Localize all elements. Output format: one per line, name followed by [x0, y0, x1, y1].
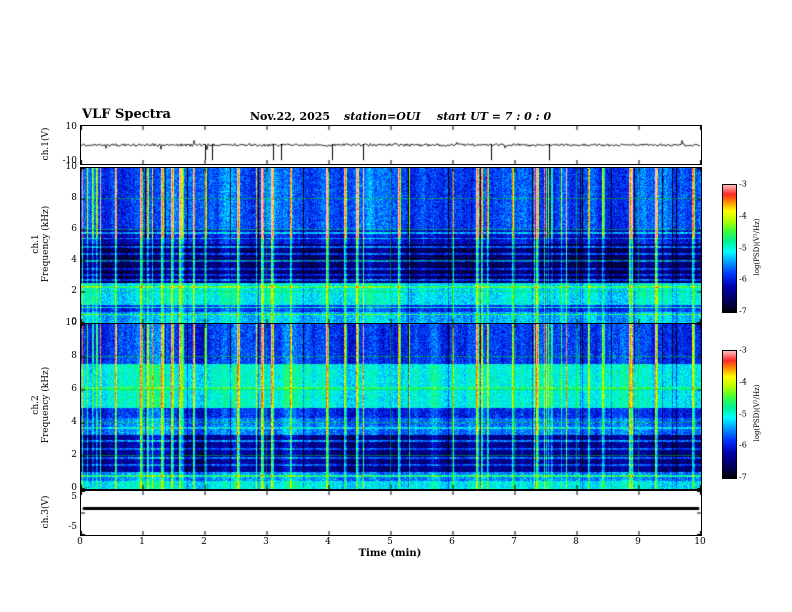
colorbar-tick-label: -5: [739, 243, 747, 252]
colorbar-ch2: [722, 350, 737, 479]
y-tick-label: 10: [65, 162, 77, 172]
colorbar-tick-label: -3: [739, 179, 747, 189]
ch1-waveform-panel: [80, 125, 702, 165]
y-tick-label: 5: [71, 492, 77, 502]
y-tick-label: 10: [65, 122, 77, 132]
colorbar-tick-label: -5: [739, 409, 747, 418]
ch1-volts-axis-label: ch.1(V): [41, 127, 51, 161]
ch1-frequency-axis-label-units: Frequency (kHz): [41, 205, 51, 283]
ch2-frequency-axis-label-units: Frequency (kHz): [41, 366, 51, 444]
colorbar-tick-label: -7: [739, 306, 747, 316]
y-tick-label: 2: [71, 450, 77, 460]
y-tick-label: -10: [62, 156, 78, 166]
y-tick-label: 6: [71, 224, 77, 234]
x-tick-label: 8: [573, 537, 579, 547]
x-tick-label: 7: [511, 537, 517, 547]
y-tick-label: 6: [71, 384, 77, 394]
ch3-waveform-panel: [80, 490, 702, 536]
colorbar-tick-label: -7: [739, 472, 747, 482]
x-axis-label: Time (min): [358, 548, 422, 559]
y-tick-label: 4: [71, 255, 77, 265]
colorbar-tick-label: -6: [739, 274, 747, 284]
x-tick-label: 1: [139, 537, 145, 547]
colorbar-tick-label: -6: [739, 440, 747, 450]
x-tick-label: 6: [449, 537, 455, 547]
y-tick-label: 4: [71, 417, 77, 427]
colorbar-ch1: [722, 184, 737, 313]
figure-title: VLF Spectra: [82, 107, 171, 122]
x-tick-label: 0: [77, 537, 83, 547]
y-tick-label: 0: [71, 317, 77, 327]
x-tick-label: 10: [694, 537, 706, 547]
ch2-spectrogram-panel: [80, 323, 702, 490]
ch1-frequency-axis-label: ch.1 Frequency (kHz): [31, 206, 51, 283]
x-tick-label: 9: [635, 537, 641, 547]
figure-start-ut: start UT = 7 : 0 : 0: [437, 110, 552, 123]
colorbar-tick-label: -4: [739, 377, 747, 387]
y-tick-label: -5: [68, 522, 77, 532]
figure-station: station=OUI: [344, 110, 421, 123]
ch1-spectrogram-panel: [80, 167, 702, 324]
colorbar-ch2-label: log(PSD)(V²/Hz): [753, 384, 761, 442]
x-tick-label: 3: [263, 537, 269, 547]
ch3-volts-axis-label: ch.3(V): [41, 495, 51, 529]
x-tick-label: 5: [387, 537, 393, 547]
ch2-frequency-axis-label: ch.2 Frequency (kHz): [31, 367, 51, 444]
ch2-frequency-axis-label-channel: ch.2: [31, 395, 41, 415]
x-tick-label: 2: [201, 537, 207, 547]
colorbar-tick-label: -3: [739, 345, 747, 355]
figure-date: Nov.22, 2025: [250, 110, 331, 123]
y-tick-label: 10: [65, 318, 77, 328]
colorbar-ch1-label: log(PSD)(V²/Hz): [753, 218, 761, 276]
y-tick-label: 8: [71, 193, 77, 203]
y-tick-label: 0: [71, 483, 77, 493]
colorbar-tick-label: -4: [739, 211, 747, 221]
ch1-frequency-axis-label-channel: ch.1: [31, 234, 41, 254]
y-tick-label: 2: [71, 286, 77, 296]
y-tick-label: 8: [71, 351, 77, 361]
x-tick-label: 4: [325, 537, 331, 547]
